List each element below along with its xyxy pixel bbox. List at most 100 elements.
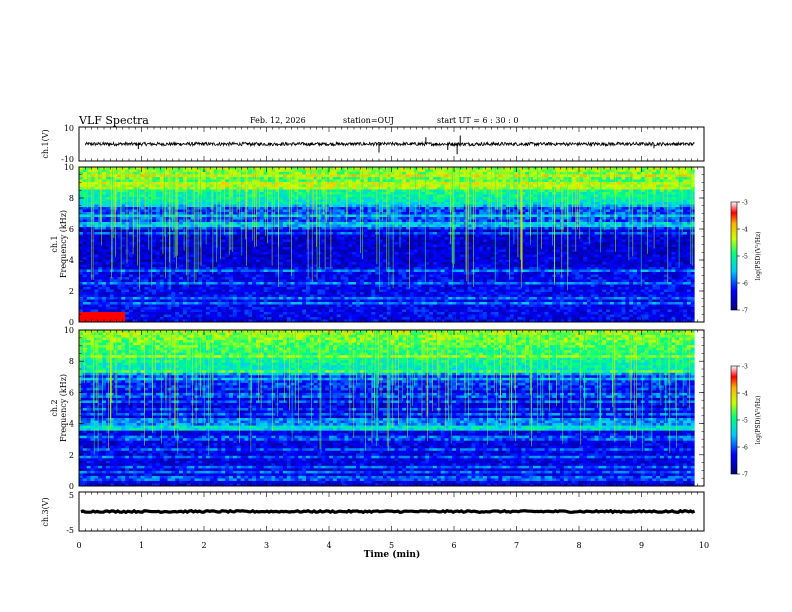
spectrogram-cell — [429, 235, 433, 238]
spectrogram-cell — [110, 235, 114, 238]
spectrogram-cell — [298, 205, 302, 208]
spectrogram-cell — [364, 200, 368, 203]
spectrogram-cell — [633, 192, 637, 195]
spectrogram-cell — [602, 177, 606, 180]
spectrogram-cell — [460, 202, 464, 205]
spectrogram-cell — [545, 232, 549, 235]
spectrogram-cell — [348, 210, 352, 213]
spectrogram-cell — [622, 182, 626, 185]
spectrogram-cell — [325, 185, 329, 188]
spectrogram-cell — [202, 200, 206, 203]
spectrogram-cell — [141, 202, 145, 205]
spectrogram-cell — [656, 175, 660, 178]
spectrogram-cell — [337, 232, 341, 235]
spectrogram-cell — [498, 235, 502, 238]
spectrogram-cell — [583, 205, 587, 208]
ch1-waveform-panel: 10 -10 ch.1(V) — [41, 124, 704, 164]
spectrogram-cell — [329, 212, 333, 215]
spectrogram-cell — [352, 237, 356, 240]
spectrogram-cell — [475, 197, 479, 200]
spectrogram-cell — [679, 205, 683, 208]
spectrogram-cell — [391, 227, 395, 230]
spectrogram-cell — [521, 180, 525, 183]
spectrogram-cell — [87, 197, 91, 200]
spectrogram-cell — [371, 185, 375, 188]
spectrogram-cell — [510, 225, 514, 228]
spectrogram-cell — [248, 207, 252, 210]
spectrogram-cell — [94, 225, 98, 228]
spectrogram-cell — [456, 240, 460, 243]
spectrogram-cell — [294, 182, 298, 185]
spectrogram-cell — [410, 232, 414, 235]
spectrogram-cell — [502, 212, 506, 215]
spectrogram-cell — [241, 205, 245, 208]
spectrogram-cell — [110, 195, 114, 198]
spectrogram-cell — [672, 222, 676, 225]
spectrogram-cell — [94, 197, 98, 200]
spectrogram-cell — [429, 205, 433, 208]
spectrogram-cell — [348, 172, 352, 175]
spectrogram-cell — [141, 220, 145, 223]
spectrogram-cell — [664, 172, 668, 175]
spectrogram-cell — [79, 227, 83, 230]
spectrogram-cell — [179, 205, 183, 208]
spectrogram-cell — [691, 215, 695, 218]
spectrogram-cell — [110, 222, 114, 225]
spectrogram-cell — [121, 217, 125, 220]
spectrogram-cell — [102, 232, 106, 235]
spectrogram-cell — [645, 210, 649, 213]
spectrogram-cell — [352, 235, 356, 238]
spectrogram-cell — [294, 217, 298, 220]
spectrogram-cell — [333, 200, 337, 203]
spectrogram-cell — [614, 170, 618, 173]
spectrogram-cell — [156, 177, 160, 180]
spectrogram-cell — [652, 190, 656, 193]
spectrogram-cell — [460, 175, 464, 178]
spectrogram-cell — [679, 180, 683, 183]
spectrogram-cell — [179, 227, 183, 230]
spectrogram-cell — [341, 172, 345, 175]
spectrogram-cell — [160, 182, 164, 185]
spectrogram-cell — [595, 220, 599, 223]
spectrogram-cell — [348, 225, 352, 228]
spectrogram-cell — [256, 220, 260, 223]
spectrogram-cell — [287, 177, 291, 180]
spectrogram-cell — [668, 232, 672, 235]
spectrogram-cell — [179, 195, 183, 198]
spectrogram-cell — [329, 172, 333, 175]
spectrogram-cell — [583, 175, 587, 178]
spectrogram-cell — [237, 212, 241, 215]
spectrogram-cell — [260, 200, 264, 203]
spectrogram-cell — [679, 222, 683, 225]
spectrogram-cell — [160, 177, 164, 180]
spectrogram-cell — [171, 192, 175, 195]
spectrogram-cell — [79, 207, 83, 210]
spectrogram-cell — [614, 222, 618, 225]
spectrogram-cell — [302, 182, 306, 185]
spectrogram-cell — [221, 180, 225, 183]
spectrogram-cell — [268, 210, 272, 213]
spectrogram-cell — [325, 190, 329, 193]
spectrogram-cell — [514, 210, 518, 213]
spectrogram-cell — [521, 237, 525, 240]
spectrogram-cell — [121, 225, 125, 228]
spectrogram-cell — [329, 185, 333, 188]
spectrogram-cell — [152, 232, 156, 235]
spectrogram-cell — [429, 225, 433, 228]
spectrogram-cell — [475, 235, 479, 238]
spectrogram-cell — [237, 195, 241, 198]
spectrogram-cell — [460, 172, 464, 175]
spectrogram-cell — [102, 202, 106, 205]
spectrogram-cell — [652, 227, 656, 230]
spectrogram-cell — [318, 200, 322, 203]
spectrogram-cell — [79, 237, 83, 240]
spectrogram-cell — [521, 227, 525, 230]
spectrogram-cell — [102, 235, 106, 238]
spectrogram-cell — [141, 227, 145, 230]
spectrogram-cell — [260, 205, 264, 208]
spectrogram-cell — [314, 177, 318, 180]
spectrogram-cell — [656, 190, 660, 193]
spectrogram-cell — [602, 210, 606, 213]
spectrogram-cell — [664, 230, 668, 233]
spectrogram-cell — [294, 192, 298, 195]
